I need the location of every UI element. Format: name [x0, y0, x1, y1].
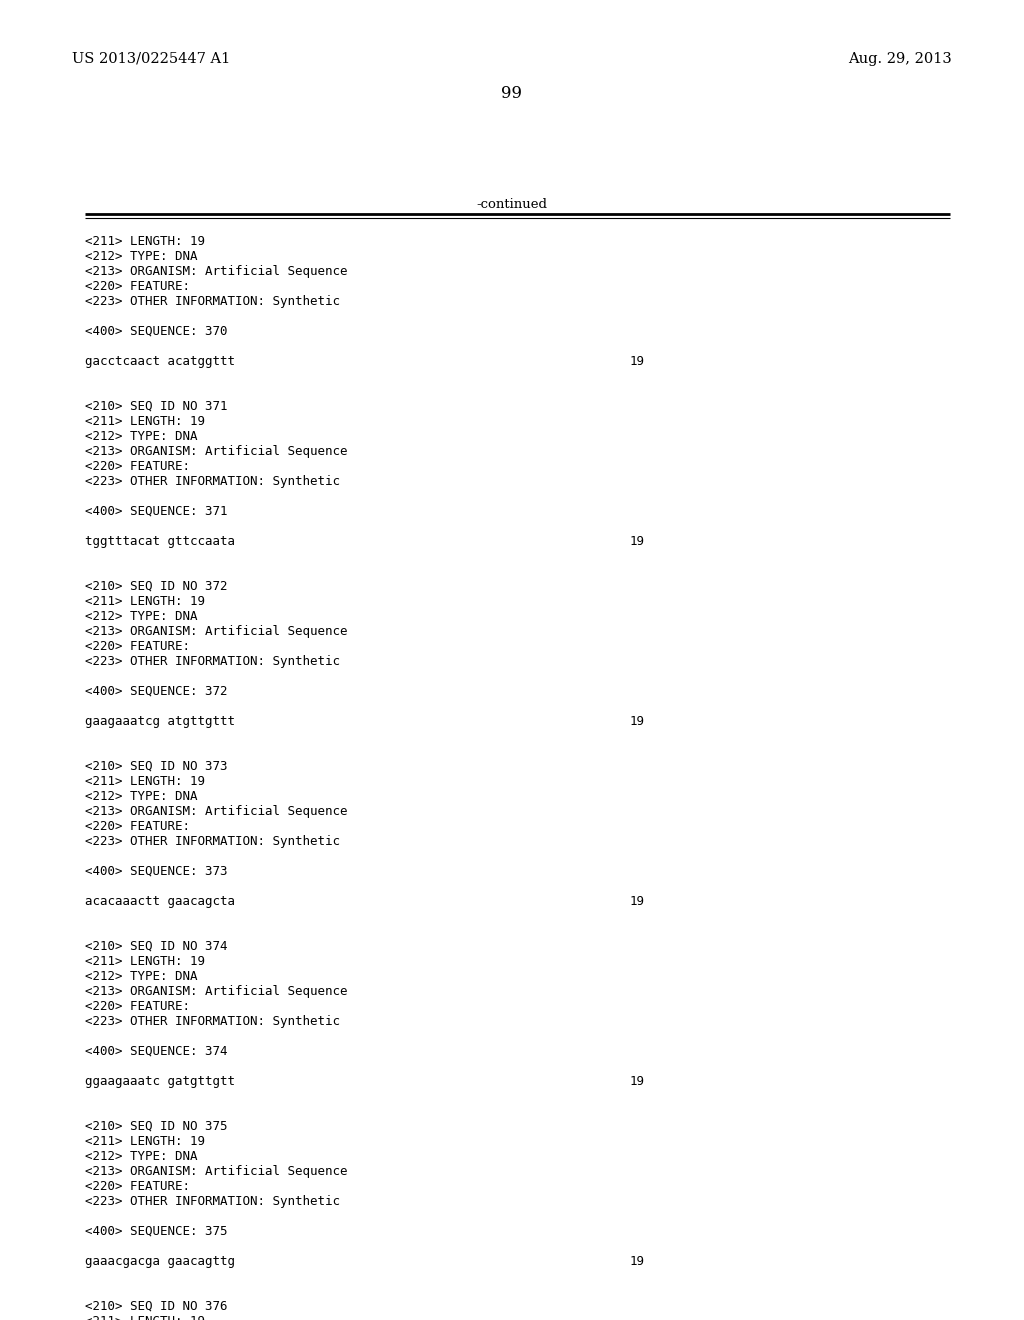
Text: <213> ORGANISM: Artificial Sequence: <213> ORGANISM: Artificial Sequence	[85, 1166, 347, 1177]
Text: <210> SEQ ID NO 375: <210> SEQ ID NO 375	[85, 1119, 227, 1133]
Text: 19: 19	[630, 895, 645, 908]
Text: 19: 19	[630, 715, 645, 729]
Text: <211> LENGTH: 19: <211> LENGTH: 19	[85, 1135, 205, 1148]
Text: <212> TYPE: DNA: <212> TYPE: DNA	[85, 970, 198, 983]
Text: <213> ORGANISM: Artificial Sequence: <213> ORGANISM: Artificial Sequence	[85, 624, 347, 638]
Text: <210> SEQ ID NO 373: <210> SEQ ID NO 373	[85, 760, 227, 774]
Text: <400> SEQUENCE: 373: <400> SEQUENCE: 373	[85, 865, 227, 878]
Text: <211> LENGTH: 19: <211> LENGTH: 19	[85, 235, 205, 248]
Text: <223> OTHER INFORMATION: Synthetic: <223> OTHER INFORMATION: Synthetic	[85, 1015, 340, 1028]
Text: <211> LENGTH: 19: <211> LENGTH: 19	[85, 414, 205, 428]
Text: tggtttacat gttccaata: tggtttacat gttccaata	[85, 535, 234, 548]
Text: gaagaaatcg atgttgttt: gaagaaatcg atgttgttt	[85, 715, 234, 729]
Text: Aug. 29, 2013: Aug. 29, 2013	[848, 51, 952, 66]
Text: <223> OTHER INFORMATION: Synthetic: <223> OTHER INFORMATION: Synthetic	[85, 655, 340, 668]
Text: 99: 99	[502, 84, 522, 102]
Text: <210> SEQ ID NO 376: <210> SEQ ID NO 376	[85, 1300, 227, 1313]
Text: <220> FEATURE:: <220> FEATURE:	[85, 820, 190, 833]
Text: ggaagaaatc gatgttgtt: ggaagaaatc gatgttgtt	[85, 1074, 234, 1088]
Text: <220> FEATURE:: <220> FEATURE:	[85, 1001, 190, 1012]
Text: -continued: -continued	[476, 198, 548, 211]
Text: <210> SEQ ID NO 372: <210> SEQ ID NO 372	[85, 579, 227, 593]
Text: <400> SEQUENCE: 371: <400> SEQUENCE: 371	[85, 506, 227, 517]
Text: <400> SEQUENCE: 372: <400> SEQUENCE: 372	[85, 685, 227, 698]
Text: <212> TYPE: DNA: <212> TYPE: DNA	[85, 789, 198, 803]
Text: <213> ORGANISM: Artificial Sequence: <213> ORGANISM: Artificial Sequence	[85, 445, 347, 458]
Text: <210> SEQ ID NO 371: <210> SEQ ID NO 371	[85, 400, 227, 413]
Text: <212> TYPE: DNA: <212> TYPE: DNA	[85, 1150, 198, 1163]
Text: <213> ORGANISM: Artificial Sequence: <213> ORGANISM: Artificial Sequence	[85, 985, 347, 998]
Text: <220> FEATURE:: <220> FEATURE:	[85, 280, 190, 293]
Text: <223> OTHER INFORMATION: Synthetic: <223> OTHER INFORMATION: Synthetic	[85, 1195, 340, 1208]
Text: <211> LENGTH: 19: <211> LENGTH: 19	[85, 775, 205, 788]
Text: <212> TYPE: DNA: <212> TYPE: DNA	[85, 430, 198, 444]
Text: 19: 19	[630, 535, 645, 548]
Text: <220> FEATURE:: <220> FEATURE:	[85, 640, 190, 653]
Text: 19: 19	[630, 1255, 645, 1269]
Text: <223> OTHER INFORMATION: Synthetic: <223> OTHER INFORMATION: Synthetic	[85, 836, 340, 847]
Text: acacaaactt gaacagcta: acacaaactt gaacagcta	[85, 895, 234, 908]
Text: <400> SEQUENCE: 374: <400> SEQUENCE: 374	[85, 1045, 227, 1059]
Text: <223> OTHER INFORMATION: Synthetic: <223> OTHER INFORMATION: Synthetic	[85, 294, 340, 308]
Text: <212> TYPE: DNA: <212> TYPE: DNA	[85, 249, 198, 263]
Text: US 2013/0225447 A1: US 2013/0225447 A1	[72, 51, 230, 66]
Text: <211> LENGTH: 19: <211> LENGTH: 19	[85, 954, 205, 968]
Text: <220> FEATURE:: <220> FEATURE:	[85, 459, 190, 473]
Text: <400> SEQUENCE: 370: <400> SEQUENCE: 370	[85, 325, 227, 338]
Text: <210> SEQ ID NO 374: <210> SEQ ID NO 374	[85, 940, 227, 953]
Text: <213> ORGANISM: Artificial Sequence: <213> ORGANISM: Artificial Sequence	[85, 265, 347, 279]
Text: gaaacgacga gaacagttg: gaaacgacga gaacagttg	[85, 1255, 234, 1269]
Text: <212> TYPE: DNA: <212> TYPE: DNA	[85, 610, 198, 623]
Text: <223> OTHER INFORMATION: Synthetic: <223> OTHER INFORMATION: Synthetic	[85, 475, 340, 488]
Text: gacctcaact acatggttt: gacctcaact acatggttt	[85, 355, 234, 368]
Text: 19: 19	[630, 1074, 645, 1088]
Text: <211> LENGTH: 19: <211> LENGTH: 19	[85, 1315, 205, 1320]
Text: <211> LENGTH: 19: <211> LENGTH: 19	[85, 595, 205, 609]
Text: 19: 19	[630, 355, 645, 368]
Text: <400> SEQUENCE: 375: <400> SEQUENCE: 375	[85, 1225, 227, 1238]
Text: <213> ORGANISM: Artificial Sequence: <213> ORGANISM: Artificial Sequence	[85, 805, 347, 818]
Text: <220> FEATURE:: <220> FEATURE:	[85, 1180, 190, 1193]
